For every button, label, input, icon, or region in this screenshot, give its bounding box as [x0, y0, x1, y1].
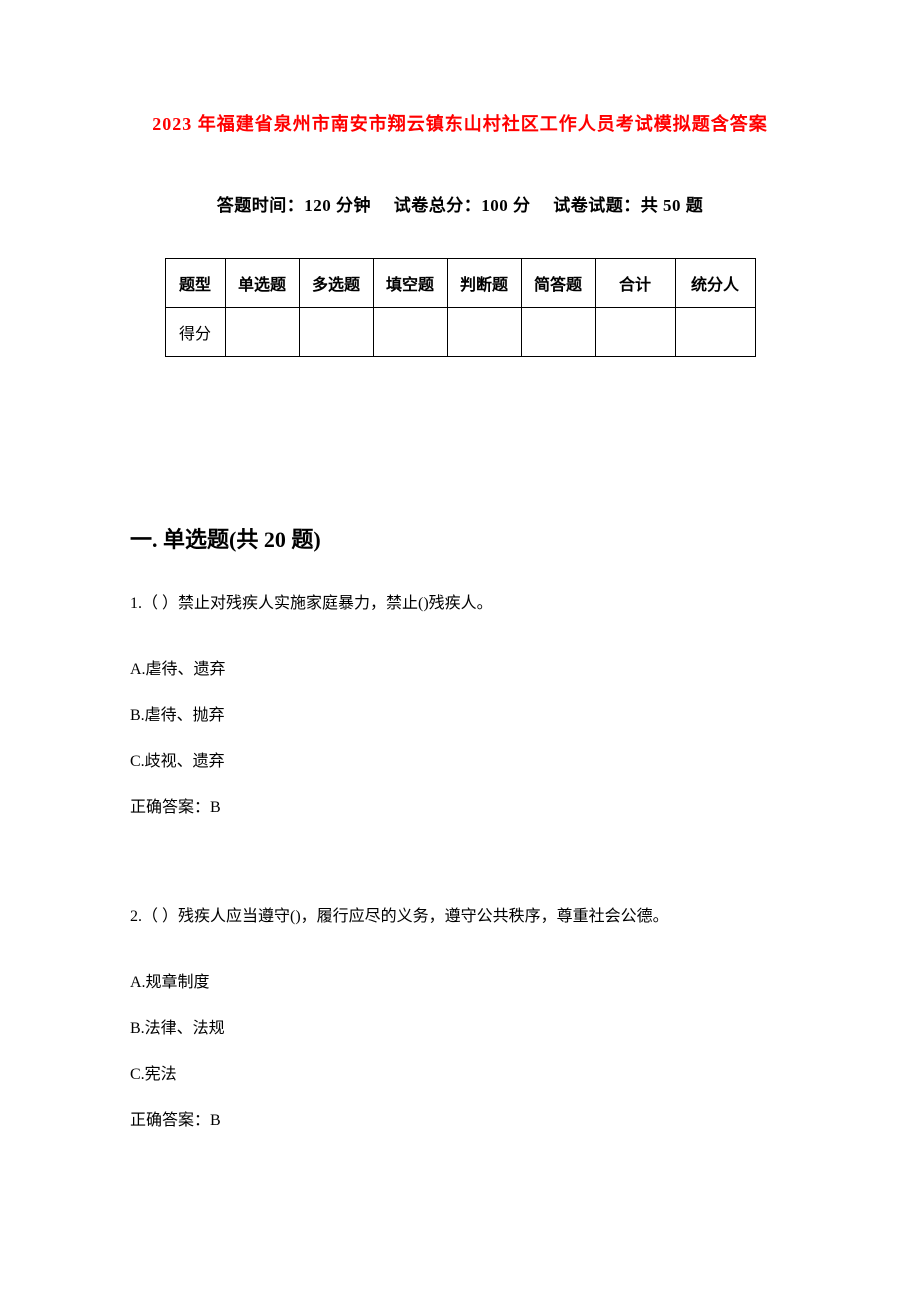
answer: 正确答案：B — [130, 1109, 790, 1133]
header-col: 合计 — [595, 259, 675, 308]
score-table: 题型 单选题 多选题 填空题 判断题 简答题 合计 统分人 得分 — [165, 258, 756, 357]
time-value: 120 分钟 — [304, 196, 371, 215]
option: A.虐待、遗弃 — [130, 658, 790, 682]
score-cell — [299, 308, 373, 357]
question-block: 2.（ ）残疾人应当遵守()，履行应尽的义务，遵守公共秩序，尊重社会公德。 A.… — [130, 905, 790, 1133]
header-label: 题型 — [165, 259, 225, 308]
header-col: 单选题 — [225, 259, 299, 308]
question-text: 1.（ ）禁止对残疾人实施家庭暴力，禁止()残疾人。 — [130, 592, 790, 616]
header-col: 填空题 — [373, 259, 447, 308]
option: C.歧视、遗弃 — [130, 750, 790, 774]
question-text: 2.（ ）残疾人应当遵守()，履行应尽的义务，遵守公共秩序，尊重社会公德。 — [130, 905, 790, 929]
total-label: 试卷总分： — [394, 196, 482, 215]
questions-label: 试卷试题： — [553, 196, 641, 215]
score-label: 得分 — [165, 308, 225, 357]
questions-value: 共 50 题 — [641, 196, 704, 215]
score-cell — [521, 308, 595, 357]
section-heading: 一. 单选题(共 20 题) — [130, 522, 790, 554]
option: B.虐待、抛弃 — [130, 704, 790, 728]
total-value: 100 分 — [481, 196, 530, 215]
score-cell — [675, 308, 755, 357]
score-cell — [595, 308, 675, 357]
option: C.宪法 — [130, 1063, 790, 1087]
header-col: 简答题 — [521, 259, 595, 308]
header-col: 多选题 — [299, 259, 373, 308]
question-block: 1.（ ）禁止对残疾人实施家庭暴力，禁止()残疾人。 A.虐待、遗弃 B.虐待、… — [130, 592, 790, 820]
document-title: 2023 年福建省泉州市南安市翔云镇东山村社区工作人员考试模拟题含答案 — [130, 110, 790, 136]
exam-info: 答题时间：120 分钟 试卷总分：100 分 试卷试题：共 50 题 — [130, 191, 790, 216]
header-col: 统分人 — [675, 259, 755, 308]
time-label: 答题时间： — [217, 196, 305, 215]
score-cell — [225, 308, 299, 357]
score-cell — [373, 308, 447, 357]
header-col: 判断题 — [447, 259, 521, 308]
table-row: 得分 — [165, 308, 755, 357]
option: A.规章制度 — [130, 971, 790, 995]
option: B.法律、法规 — [130, 1017, 790, 1041]
score-cell — [447, 308, 521, 357]
answer: 正确答案：B — [130, 796, 790, 820]
table-row: 题型 单选题 多选题 填空题 判断题 简答题 合计 统分人 — [165, 259, 755, 308]
